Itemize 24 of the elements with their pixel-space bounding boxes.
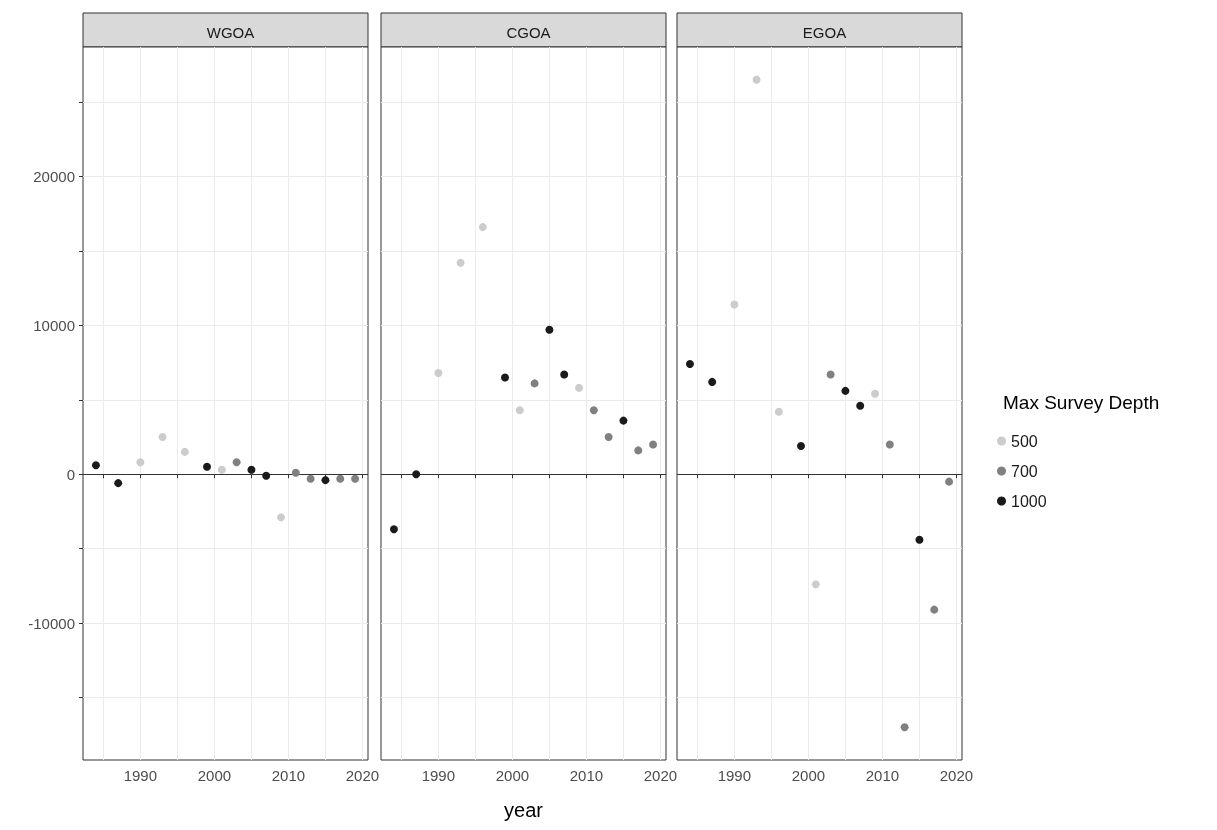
x-tick-label: 2000 bbox=[495, 767, 530, 784]
x-axis-title: year bbox=[504, 799, 544, 821]
legend-label: 700 bbox=[1011, 462, 1038, 480]
x-tick-label: 2000 bbox=[791, 767, 826, 784]
x-tick-label: 2010 bbox=[865, 767, 900, 784]
x-tick-label: 1990 bbox=[421, 767, 456, 784]
chart-title: CGOA bbox=[506, 24, 551, 41]
legend-title: Max Survey Depth bbox=[1003, 392, 1160, 413]
x-tick-label: 1990 bbox=[123, 767, 158, 784]
y-tick-label: 20000 bbox=[33, 168, 75, 185]
y-tick-label: 10000 bbox=[33, 316, 75, 334]
y-tick-label: -10000 bbox=[28, 614, 75, 632]
chart-title: EGOA bbox=[802, 24, 847, 41]
x-tick-label: 1990 bbox=[717, 767, 752, 784]
x-tick-label: 2000 bbox=[197, 767, 232, 784]
y-tick-label: 0 bbox=[66, 465, 75, 483]
x-tick-label: 2010 bbox=[569, 767, 604, 784]
x-tick-label: 2020 bbox=[939, 767, 974, 784]
legend-label: 500 bbox=[1011, 432, 1038, 450]
legend-label: 1000 bbox=[1011, 492, 1047, 510]
x-tick-label: 2020 bbox=[345, 767, 380, 784]
x-tick-label: 2020 bbox=[643, 767, 678, 784]
x-tick-label: 2010 bbox=[271, 767, 306, 784]
chart-title: WGOA bbox=[206, 24, 255, 41]
